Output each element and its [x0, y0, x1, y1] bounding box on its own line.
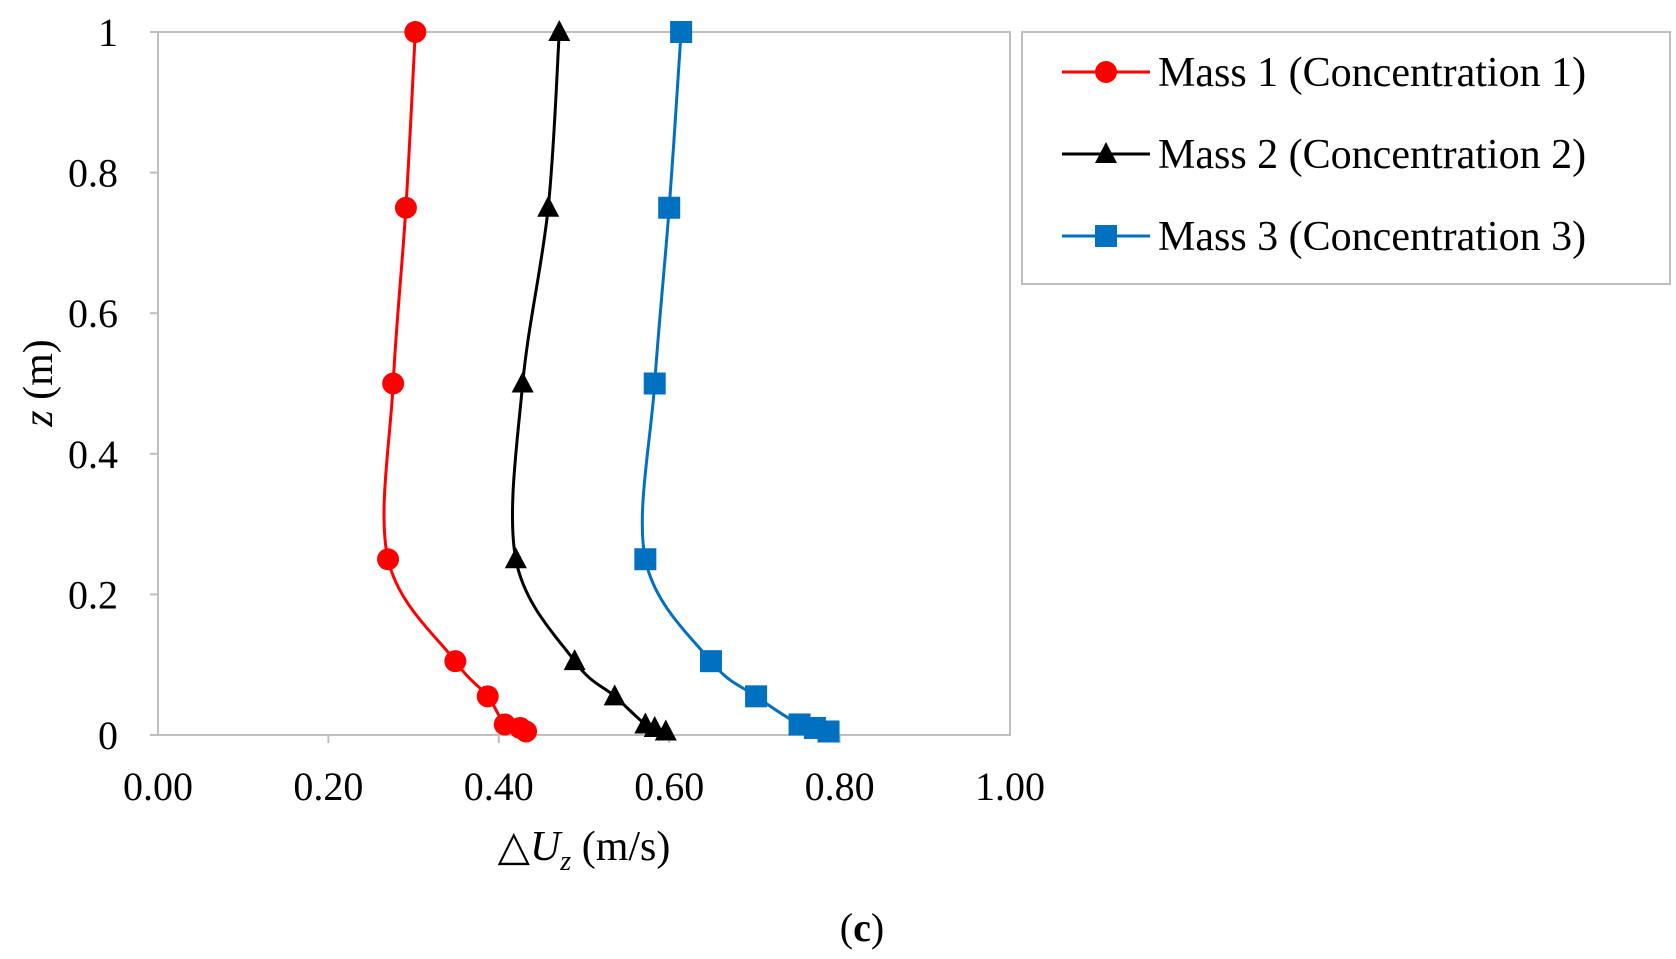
legend-label: Mass 3 (Concentration 3) [1158, 214, 1586, 260]
x-axis-title: △Uz (m/s) [498, 824, 671, 877]
series-3-point [745, 685, 768, 708]
series-3-point [658, 196, 681, 219]
legend-item-3: Mass 3 (Concentration 3) [1062, 214, 1586, 260]
y-axis-title: z (m) [16, 339, 62, 428]
series-2-point [548, 20, 571, 41]
x-axis-title-var: U [530, 824, 563, 870]
legend-label: Mass 2 (Concentration 2) [1158, 132, 1586, 178]
x-tick-label: 0.40 [464, 764, 534, 809]
y-axis-title-unit: (m) [16, 339, 62, 410]
series-2-point [537, 195, 560, 217]
series-2-point [504, 547, 527, 569]
series-3-point [788, 713, 811, 736]
y-tick-label: 0.2 [68, 572, 118, 617]
series-2-point [563, 649, 586, 671]
x-tick-label: 0.20 [293, 764, 363, 809]
legend-marker [1095, 61, 1117, 83]
x-tick-label: 0.80 [805, 764, 875, 809]
legend-item-2: Mass 2 (Concentration 2) [1062, 132, 1586, 178]
legend-marker [1095, 225, 1117, 247]
x-tick-label: 0.60 [634, 764, 704, 809]
x-axis-title-sub: z [559, 846, 571, 877]
figure-caption-open: ( [840, 905, 853, 950]
series-3 [634, 21, 840, 743]
x-tick-label: 0.00 [123, 764, 193, 809]
series-1-point [444, 650, 467, 673]
series-3-point [699, 650, 722, 673]
series-2 [504, 20, 677, 741]
legend-label: Mass 1 (Concentration 1) [1158, 50, 1586, 96]
x-axis-ticks: 0.00 0.20 0.40 0.60 0.80 1.00 [123, 735, 1045, 809]
y-tick-label: 0.6 [68, 291, 118, 336]
series-1 [377, 21, 538, 743]
series-3-point [634, 548, 657, 571]
x-axis-title-unit: (m/s) [571, 824, 670, 870]
legend-box [1021, 31, 1671, 285]
legend-item-1: Mass 1 (Concentration 1) [1062, 50, 1586, 96]
legend-marker [1095, 142, 1117, 163]
legend: Mass 1 (Concentration 1) Mass 2 (Concentr… [1062, 50, 1586, 260]
y-axis-ticks: 0 0.2 0.4 0.6 0.8 1 [68, 10, 158, 758]
y-axis-title-var: z [16, 410, 62, 427]
series-1-point [394, 196, 417, 219]
series-1-point [377, 548, 400, 571]
x-axis-title-delta: △ [498, 824, 531, 870]
series-1-point [404, 21, 427, 43]
y-tick-label: 0.8 [68, 151, 118, 196]
series-1-point [493, 713, 516, 736]
figure-caption-letter: c [853, 905, 871, 950]
plot-area [157, 31, 1011, 736]
series-layer [377, 20, 840, 743]
y-tick-label: 0.4 [68, 432, 118, 477]
y-tick-label: 1 [98, 10, 118, 55]
figure-caption: (c) [840, 905, 884, 950]
series-2-point [511, 371, 534, 393]
series-3-point [643, 372, 666, 395]
y-tick-label: 0 [98, 713, 118, 758]
series-2-point [603, 684, 626, 706]
series-1-point [476, 685, 499, 708]
series-2-point [634, 712, 657, 734]
series-1-point [382, 372, 405, 395]
x-tick-label: 1.00 [975, 764, 1045, 809]
figure-caption-close: ) [871, 905, 884, 950]
series-3-point [670, 21, 693, 43]
